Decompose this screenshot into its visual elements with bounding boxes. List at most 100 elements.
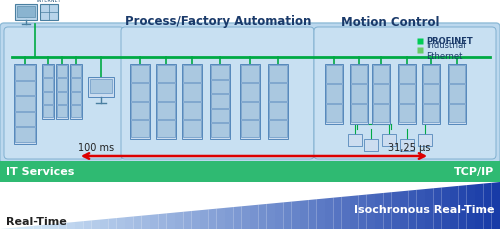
Bar bbox=[57, 92, 67, 104]
Bar bbox=[131, 84, 149, 101]
Bar bbox=[240, 65, 260, 139]
Text: Real-Time: Real-Time bbox=[6, 216, 67, 226]
Polygon shape bbox=[284, 202, 292, 229]
Polygon shape bbox=[300, 200, 308, 229]
Polygon shape bbox=[100, 219, 108, 229]
Bar bbox=[43, 66, 53, 78]
Polygon shape bbox=[200, 210, 208, 229]
Text: TCP/IP: TCP/IP bbox=[454, 167, 494, 177]
Bar bbox=[269, 102, 287, 119]
Bar bbox=[182, 65, 202, 139]
Bar bbox=[183, 84, 201, 101]
Text: IT Services: IT Services bbox=[6, 167, 74, 177]
Polygon shape bbox=[175, 212, 184, 229]
Bar bbox=[372, 65, 390, 124]
Polygon shape bbox=[84, 221, 92, 229]
Bar bbox=[15, 112, 35, 127]
Bar bbox=[449, 66, 465, 84]
Bar bbox=[56, 65, 68, 120]
Bar bbox=[351, 104, 367, 123]
Polygon shape bbox=[400, 191, 408, 229]
Bar bbox=[156, 65, 176, 139]
Polygon shape bbox=[116, 217, 125, 229]
Bar bbox=[399, 66, 415, 84]
Bar bbox=[57, 105, 67, 117]
Bar bbox=[43, 92, 53, 104]
Bar bbox=[423, 85, 439, 103]
Text: 31,25 μs: 31,25 μs bbox=[388, 142, 430, 152]
Polygon shape bbox=[108, 218, 116, 229]
Bar bbox=[268, 65, 288, 139]
Bar bbox=[398, 65, 416, 124]
Bar bbox=[364, 139, 378, 151]
Polygon shape bbox=[466, 185, 475, 229]
Bar bbox=[157, 84, 175, 101]
Bar bbox=[90, 80, 112, 94]
Bar bbox=[71, 66, 81, 78]
Polygon shape bbox=[184, 211, 192, 229]
Polygon shape bbox=[334, 197, 342, 229]
Bar bbox=[71, 79, 81, 91]
Bar bbox=[241, 84, 259, 101]
Polygon shape bbox=[442, 187, 450, 229]
Bar bbox=[351, 66, 367, 84]
Polygon shape bbox=[492, 182, 500, 229]
Bar bbox=[131, 102, 149, 119]
Bar bbox=[15, 5, 37, 21]
Polygon shape bbox=[266, 203, 275, 229]
Polygon shape bbox=[58, 223, 66, 229]
Text: Isochronous Real-Time: Isochronous Real-Time bbox=[354, 204, 494, 214]
Bar bbox=[350, 65, 368, 124]
Bar bbox=[382, 134, 396, 146]
Bar bbox=[373, 104, 389, 123]
Text: PROFINET: PROFINET bbox=[426, 37, 473, 46]
Polygon shape bbox=[308, 199, 316, 229]
Polygon shape bbox=[425, 188, 434, 229]
Bar bbox=[399, 104, 415, 123]
Polygon shape bbox=[325, 198, 334, 229]
Bar bbox=[211, 66, 229, 79]
Bar bbox=[131, 66, 149, 83]
Bar bbox=[449, 104, 465, 123]
Polygon shape bbox=[134, 216, 141, 229]
Polygon shape bbox=[66, 222, 75, 229]
Bar bbox=[423, 66, 439, 84]
Polygon shape bbox=[434, 188, 442, 229]
Polygon shape bbox=[16, 227, 25, 229]
Bar bbox=[131, 120, 149, 137]
Polygon shape bbox=[484, 183, 492, 229]
Bar bbox=[449, 85, 465, 103]
FancyBboxPatch shape bbox=[0, 24, 500, 163]
Polygon shape bbox=[34, 225, 42, 229]
Bar bbox=[422, 65, 440, 124]
Polygon shape bbox=[242, 206, 250, 229]
Bar bbox=[211, 80, 229, 94]
Polygon shape bbox=[42, 224, 50, 229]
Polygon shape bbox=[258, 204, 266, 229]
Text: Industrial
Ethernet: Industrial Ethernet bbox=[426, 41, 466, 60]
Polygon shape bbox=[292, 201, 300, 229]
Polygon shape bbox=[192, 210, 200, 229]
Bar bbox=[157, 66, 175, 83]
Bar bbox=[373, 66, 389, 84]
Bar bbox=[183, 66, 201, 83]
Polygon shape bbox=[150, 214, 158, 229]
Polygon shape bbox=[0, 228, 8, 229]
Polygon shape bbox=[8, 227, 16, 229]
Polygon shape bbox=[458, 185, 466, 229]
Bar bbox=[326, 104, 342, 123]
Bar bbox=[269, 120, 287, 137]
Polygon shape bbox=[142, 215, 150, 229]
Bar bbox=[211, 124, 229, 137]
Polygon shape bbox=[316, 199, 325, 229]
Polygon shape bbox=[216, 208, 225, 229]
Bar bbox=[241, 102, 259, 119]
Bar bbox=[241, 120, 259, 137]
Bar bbox=[326, 85, 342, 103]
Polygon shape bbox=[158, 213, 166, 229]
FancyBboxPatch shape bbox=[4, 28, 124, 159]
Polygon shape bbox=[358, 195, 366, 229]
Bar bbox=[325, 65, 343, 124]
Bar bbox=[70, 65, 82, 120]
Bar bbox=[40, 5, 58, 21]
